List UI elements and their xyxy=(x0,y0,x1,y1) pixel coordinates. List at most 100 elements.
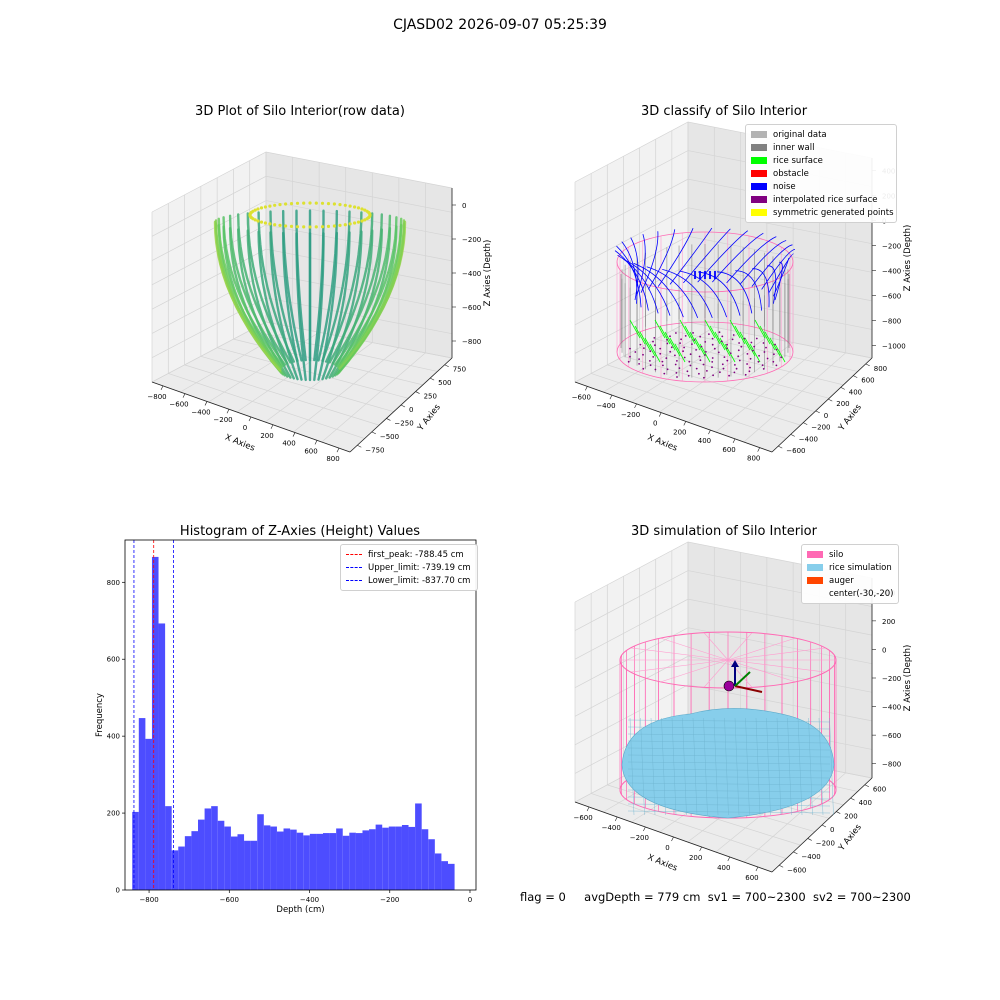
z-axis-label: Z Axies (Depth) xyxy=(903,225,913,292)
x-tick-label: −800 xyxy=(139,896,158,904)
y-tick-label: 800 xyxy=(874,365,887,373)
interpolated-point xyxy=(780,356,783,359)
grid-line xyxy=(743,772,846,863)
interpolated-point xyxy=(684,335,687,337)
x-tick xyxy=(727,856,731,862)
interpolated-point xyxy=(728,374,730,377)
x-tick-label: 800 xyxy=(326,455,339,463)
interpolated-point xyxy=(719,371,721,374)
rice-surface-stroke xyxy=(674,343,686,363)
silo-roof-wire xyxy=(703,632,729,661)
data-sweep xyxy=(217,217,283,369)
rice-mesh-line xyxy=(627,782,831,786)
interpolated-point xyxy=(692,332,694,334)
data-point xyxy=(320,201,325,205)
x-axis-line xyxy=(574,381,773,453)
x-tick xyxy=(708,429,711,435)
rice-mesh-line xyxy=(640,717,645,816)
rice-surface-stroke xyxy=(774,343,786,363)
legend-swatch xyxy=(751,144,767,151)
histogram-bar xyxy=(257,814,264,890)
legend-label: obstacle xyxy=(773,168,809,179)
y-tick-label: 750 xyxy=(453,366,466,374)
grid-line xyxy=(687,342,794,423)
legend-swatch xyxy=(751,170,767,177)
data-point xyxy=(278,223,282,227)
interpolated-point xyxy=(743,337,746,340)
noise-arc xyxy=(768,253,794,293)
interpolated-point xyxy=(704,341,707,343)
x-tick xyxy=(755,866,759,872)
histogram-bar xyxy=(329,833,337,890)
y-tick-label: −600 xyxy=(787,866,806,874)
noise-arc xyxy=(752,268,770,308)
interpolated-point xyxy=(722,367,725,370)
grid-line xyxy=(293,347,400,433)
y-tick xyxy=(853,375,858,378)
z-tick-label: −200 xyxy=(462,236,481,244)
data-point xyxy=(295,225,300,229)
x-tick xyxy=(658,412,662,417)
interpolated-point xyxy=(686,370,689,373)
interpolated-point xyxy=(682,350,684,353)
data-sweep xyxy=(257,230,295,380)
histogram-bar xyxy=(448,863,455,890)
y-axis-line xyxy=(771,357,873,453)
interpolated-point xyxy=(757,360,760,363)
interpolated-point xyxy=(744,373,747,376)
x-tick-label: 600 xyxy=(304,447,317,455)
interpolated-point xyxy=(653,337,656,339)
y-tick xyxy=(430,377,435,381)
data-sweep xyxy=(321,210,351,363)
y-tick xyxy=(864,784,869,787)
grid-line xyxy=(217,347,409,399)
data-sweep xyxy=(257,211,295,363)
noise-arc xyxy=(726,236,777,284)
z-tick-label: −600 xyxy=(882,293,901,301)
noise-arc xyxy=(657,228,694,287)
interpolated-point xyxy=(649,360,651,362)
z-tick-label: −600 xyxy=(882,732,901,740)
data-sweep xyxy=(331,213,383,365)
x-tick xyxy=(270,424,274,429)
interpolated-point xyxy=(683,346,685,349)
data-point xyxy=(343,203,347,207)
x-tick-label: −400 xyxy=(602,824,621,832)
rice-mesh-line xyxy=(627,733,831,737)
y-tick-label: −500 xyxy=(380,433,399,441)
y-tick xyxy=(803,422,808,425)
rice-surface-stroke xyxy=(654,319,666,339)
legend-label: auger xyxy=(829,575,854,586)
legend-swatch xyxy=(751,196,767,203)
silo-roof-wire xyxy=(703,659,729,688)
interpolated-point xyxy=(666,368,669,371)
x-axis-label: X Axies xyxy=(646,853,679,874)
interpolated-point xyxy=(763,351,766,353)
noise-point xyxy=(713,274,717,278)
legend-item: first_peak: -788.45 cm xyxy=(346,548,472,561)
histogram-bar xyxy=(204,808,212,890)
pane-floor xyxy=(575,322,872,452)
y-tick xyxy=(790,434,795,437)
interpolated-point xyxy=(700,345,703,348)
histogram-bar xyxy=(309,833,317,890)
figure-suptitle: CJASD02 2026-09-07 05:25:39 xyxy=(393,17,607,33)
x-tick xyxy=(586,806,590,812)
data-point xyxy=(284,224,288,228)
noise-point xyxy=(698,270,702,274)
data-point xyxy=(338,203,342,207)
rice-mesh-line xyxy=(627,747,831,751)
pane-left xyxy=(152,152,266,382)
y-tick xyxy=(836,811,841,814)
x-tick-label: −200 xyxy=(621,411,640,419)
rice-surface-stroke xyxy=(744,337,756,357)
data-point xyxy=(263,205,267,209)
histogram-bar xyxy=(421,829,429,890)
interpolated-point xyxy=(663,372,666,375)
interpolated-point xyxy=(669,335,671,338)
noise-arc xyxy=(633,263,684,318)
legend-label: symmetric generated points xyxy=(773,207,894,218)
interpolated-point xyxy=(642,353,644,356)
y-tick-label: 500 xyxy=(438,379,451,387)
grid-line xyxy=(655,338,844,386)
